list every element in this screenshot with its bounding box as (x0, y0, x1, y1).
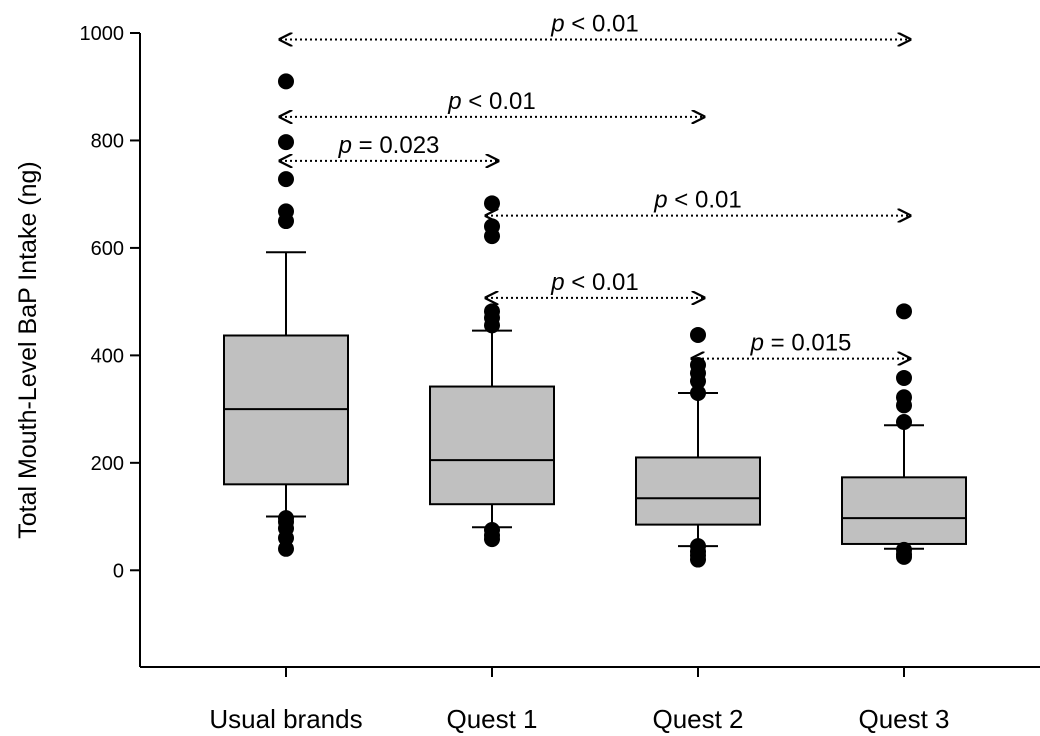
p-symbol: p (653, 187, 667, 214)
outlier-point (484, 531, 500, 548)
outlier-point (690, 326, 706, 343)
p-symbol: p (550, 10, 564, 37)
significance-annotation: p = 0.023 (280, 132, 498, 161)
boxes (223, 73, 967, 568)
y-tick-label: 0 (113, 560, 124, 582)
outlier-point (690, 373, 706, 390)
outlier-point (484, 195, 500, 212)
significance-annotation: p < 0.01 (280, 10, 910, 39)
p-value-label: p = 0.015 (750, 330, 852, 357)
significance-annotation: p = 0.015 (692, 330, 910, 359)
p-symbol: p (338, 132, 352, 159)
y-axis-title: Total Mouth-Level BaP Intake (ng) (14, 161, 42, 539)
p-value: 0.01 (592, 10, 639, 37)
outlier-point (278, 540, 294, 557)
p-operator: < (668, 187, 695, 214)
significance-annotation: p < 0.01 (486, 187, 910, 216)
x-tick-label: Usual brands (209, 704, 362, 734)
outlier-point (484, 228, 500, 245)
y-tick-label: 400 (91, 345, 124, 367)
significance-annotation: p < 0.01 (280, 88, 704, 117)
outlier-point (896, 413, 912, 430)
p-operator: < (565, 269, 592, 296)
p-symbol: p (550, 269, 564, 296)
p-value: 0.015 (791, 330, 851, 357)
y-tick-label: 1000 (80, 23, 125, 45)
x-tick-label: Quest 3 (858, 704, 949, 734)
p-operator: < (565, 10, 592, 37)
outlier-point (484, 317, 500, 334)
p-symbol: p (447, 88, 461, 115)
outlier-point (896, 303, 912, 320)
p-value-label: p < 0.01 (550, 269, 638, 296)
significance-annotation: p < 0.01 (486, 269, 704, 298)
p-value-label: p < 0.01 (653, 187, 741, 214)
box-group (841, 303, 967, 565)
p-value-label: p = 0.023 (338, 132, 440, 159)
p-value: 0.01 (489, 88, 536, 115)
box-iqr (429, 385, 555, 506)
box-iqr (841, 476, 967, 545)
y-tick-label: 200 (91, 453, 124, 475)
box-group (635, 326, 761, 568)
outlier-point (278, 134, 294, 151)
outlier-point (690, 551, 706, 568)
outlier-point (896, 369, 912, 386)
outlier-point (278, 171, 294, 188)
y-tick-label: 600 (91, 238, 124, 260)
x-tick-label: Quest 1 (446, 704, 537, 734)
p-value: 0.01 (695, 187, 742, 214)
p-value: 0.01 (592, 269, 639, 296)
p-symbol: p (750, 330, 764, 357)
p-value-label: p < 0.01 (550, 10, 638, 37)
outlier-point (278, 213, 294, 230)
box-group (429, 195, 555, 548)
y-tick-label: 800 (91, 130, 124, 152)
box-iqr (635, 456, 761, 526)
axes: 0 200 400 600 800 1000 Usual brands Quest 1 Ques… (80, 23, 1040, 734)
outlier-point (896, 548, 912, 565)
p-operator: < (462, 88, 489, 115)
p-value: 0.023 (379, 132, 439, 159)
box-group (223, 73, 349, 557)
outlier-point (896, 397, 912, 414)
p-operator: = (352, 132, 379, 159)
p-operator: = (764, 330, 791, 357)
p-value-label: p < 0.01 (447, 88, 535, 115)
outlier-point (690, 384, 706, 401)
outlier-point (278, 73, 294, 90)
x-tick-label: Quest 2 (652, 704, 743, 734)
